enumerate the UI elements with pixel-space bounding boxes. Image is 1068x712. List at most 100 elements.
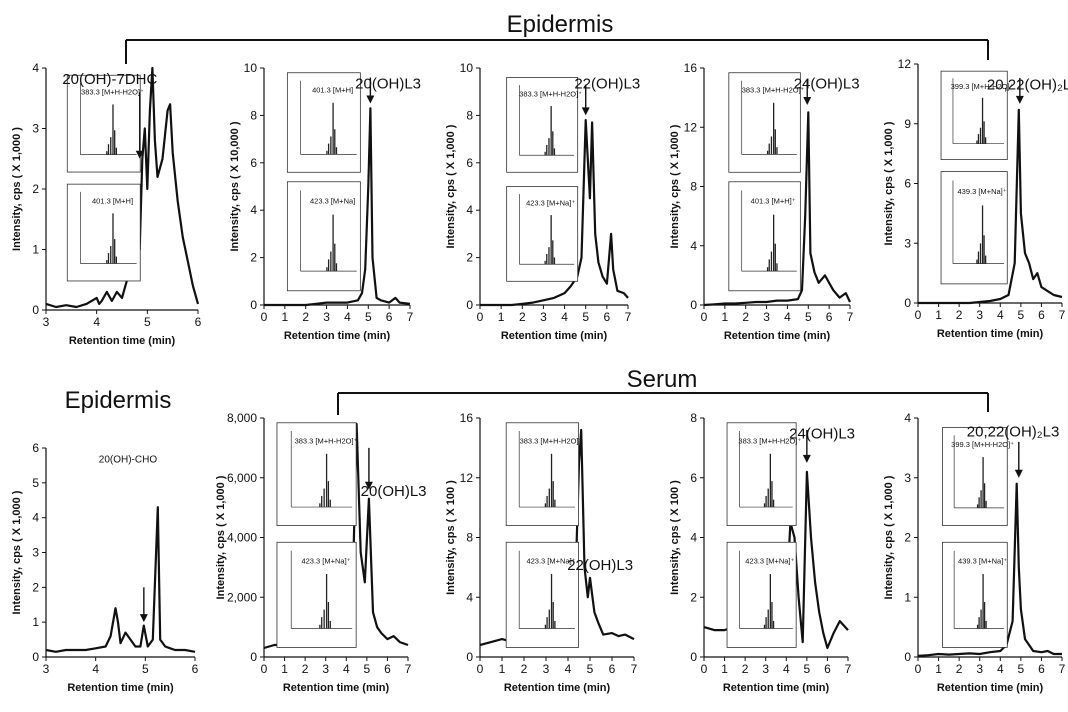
y-tick-label: 0	[32, 650, 39, 664]
peak-label: 20(OH)-CHO	[99, 454, 158, 465]
peak-label: 20(OH)-7DHC	[62, 71, 157, 88]
inset-ion-label: 383.3 [M+H-H2O]⁺	[738, 436, 801, 445]
y-tick-label: 4	[690, 239, 697, 253]
x-tick-label: 6	[192, 662, 199, 676]
y-tick-label: 3	[904, 471, 911, 485]
x-tick-label: 7	[407, 310, 414, 324]
y-tick-label: 16	[460, 411, 474, 425]
y-tick-label: 2	[32, 580, 39, 594]
y-tick-label: 0	[690, 650, 697, 664]
peak-label: 20(OH)L3	[355, 76, 421, 93]
peak-arrow-head	[364, 481, 373, 490]
chromatogram-trace	[703, 111, 851, 307]
y-tick-label: 8	[690, 180, 697, 194]
y-axis-label: Intensity, cps ( X 100 )	[445, 480, 457, 595]
x-tick-label: 7	[1059, 662, 1066, 676]
x-tick-label: 3	[543, 662, 550, 676]
peak-label: 22(OH)L3	[574, 76, 640, 93]
inset-ion-label: 383.3 [M+H-H2O]⁺	[81, 88, 144, 97]
x-tick-label: 1	[499, 662, 506, 676]
x-tick-label: 2	[519, 310, 526, 324]
peak-label: 20(OH)L3	[361, 483, 427, 500]
inset-frame	[942, 541, 1008, 648]
x-axis-label: Retention time (min)	[937, 328, 1044, 340]
x-tick-label: 6	[1038, 308, 1045, 322]
inset-ion-label: 383.3 [M+H-H2O]⁺	[520, 436, 583, 445]
chromatogram-trace	[45, 66, 200, 309]
y-axis-label: Intensity, cps ( X 10,000 )	[229, 121, 241, 251]
y-tick-label: 4	[904, 411, 911, 425]
ms-inset: 401.3 [M+H]	[286, 72, 361, 173]
ms-inset: 423.3 [M+Na]⁺	[506, 186, 579, 282]
inset-frame	[726, 541, 797, 648]
y-tick-label: 1	[904, 590, 911, 604]
x-tick-label: 3	[43, 662, 50, 676]
y-axis-label: Intensity, cps ( X 1,000 )	[11, 490, 23, 614]
x-tick-label: 7	[847, 310, 854, 324]
inset-frame	[728, 72, 801, 173]
inset-frame	[276, 422, 357, 526]
x-tick-label: 0	[477, 662, 484, 676]
y-tick-label: 6	[904, 177, 911, 191]
y-tick-label: 4	[466, 203, 473, 217]
x-tick-label: 5	[587, 662, 594, 676]
x-axis-label: Retention time (min)	[723, 682, 830, 694]
inset-ion-label: 399.3 [M+H-H2O]⁺	[951, 440, 1014, 449]
ms-inset: 383.3 [M+H-H2O]⁺	[506, 77, 582, 173]
y-tick-label: 4	[32, 511, 39, 525]
inset-frame	[505, 541, 579, 648]
x-tick-label: 7	[625, 310, 632, 324]
inset-ion-label: 401.3 [M+H]⁺	[751, 197, 796, 206]
y-axis-label: Intensity, cps ( X 1,000 )	[11, 127, 23, 251]
peak-arrow-head	[366, 95, 375, 104]
x-tick-label: 0	[261, 662, 268, 676]
inset-ion-label: 423.3 [M+Na]	[310, 197, 355, 206]
inset-ion-label: 439.3 [M+Na]⁺	[958, 556, 1007, 565]
peak-label: 20,22(OH)₂L3	[987, 77, 1068, 94]
x-tick-label: 0	[915, 662, 922, 676]
y-tick-label: 16	[684, 61, 698, 75]
x-tick-label: 3	[322, 662, 329, 676]
ms-inset: 423.3 [M+Na]⁺	[505, 541, 579, 648]
x-tick-label: 6	[195, 315, 202, 329]
x-tick-label: 0	[477, 310, 484, 324]
x-tick-label: 4	[343, 662, 350, 676]
peak-arrow-head	[581, 107, 590, 116]
y-tick-label: 8	[250, 108, 257, 122]
y-tick-label: 3	[32, 546, 39, 560]
x-tick-label: 5	[142, 662, 149, 676]
inset-ion-label: 383.3 [M+H-H2O]⁺	[742, 86, 805, 95]
inset-frame	[66, 183, 141, 282]
epidermis-top-bracket: Epidermis	[125, 11, 989, 64]
y-tick-label: 3	[904, 236, 911, 250]
y-tick-label: 12	[684, 120, 698, 134]
y-tick-label: 10	[244, 61, 258, 75]
x-tick-label: 6	[824, 662, 831, 676]
y-tick-label: 0	[250, 298, 257, 312]
inset-frame	[505, 422, 579, 526]
x-tick-label: 7	[631, 662, 638, 676]
ms-inset: 383.3 [M+H-H2O]⁺	[728, 72, 805, 173]
inset-frame	[286, 181, 361, 292]
chromatogram-trace	[917, 482, 1062, 657]
inset-ion-label: 383.3 [M+H-H2O]⁺	[519, 89, 582, 98]
x-tick-label: 0	[701, 662, 708, 676]
inset-ion-label: 423.3 [M+Na]⁺	[526, 556, 575, 565]
chart-panel-1: 3 4 5 6 0 1 2 3 4 Retention time (min) Intensity, …	[11, 61, 202, 347]
x-tick-label: 0	[261, 310, 268, 324]
y-tick-label: 2,000	[227, 590, 257, 604]
y-tick-label: 10	[460, 61, 474, 75]
x-tick-label: 4	[561, 310, 568, 324]
inset-ion-label: 401.3 [M+H]	[92, 197, 133, 206]
y-tick-label: 12	[898, 57, 912, 71]
peak-arrow-head	[802, 454, 811, 463]
x-tick-label: 6	[609, 662, 616, 676]
inset-ion-label: 401.3 [M+H]	[312, 86, 353, 95]
ms-inset: 423.3 [M+Na]	[286, 181, 361, 292]
y-tick-label: 2	[466, 251, 473, 265]
peak-label: 24(OH)L3	[789, 426, 855, 443]
